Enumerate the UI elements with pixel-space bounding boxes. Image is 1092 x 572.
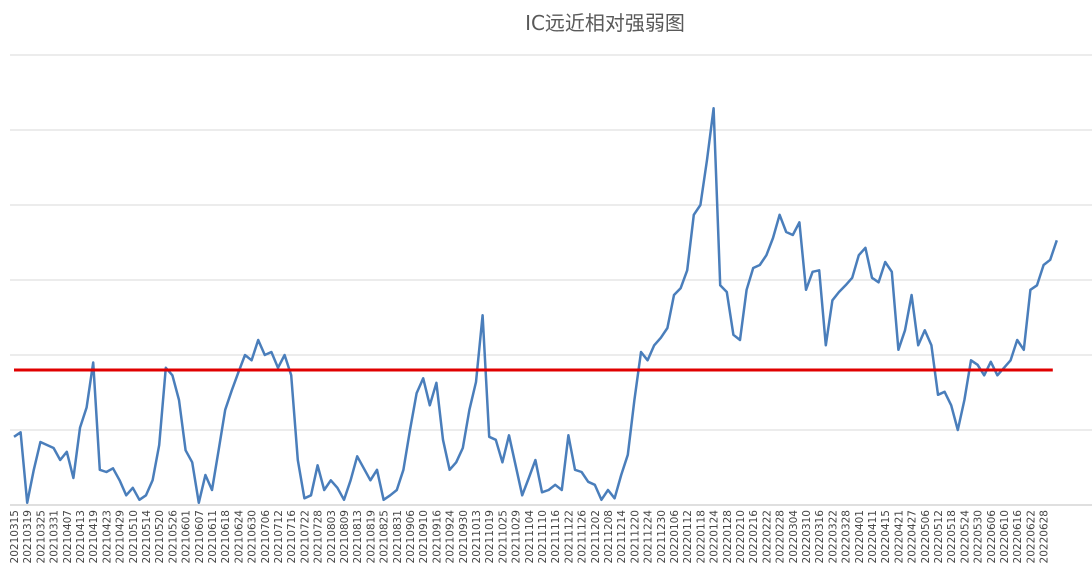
x-tick-label: 20211126	[577, 510, 589, 564]
x-tick-label: 20211025	[497, 510, 509, 563]
x-tick-label: 20210916	[431, 510, 443, 564]
x-tick-label: 20210813	[352, 510, 364, 563]
x-tick-label: 20220210	[735, 510, 747, 563]
x-tick-label: 20211220	[629, 510, 641, 563]
x-tick-label: 20210716	[286, 510, 298, 564]
x-tick-label: 20210419	[88, 510, 100, 563]
x-tick-label: 20210607	[194, 510, 206, 563]
x-tick-label: 20210630	[247, 510, 259, 563]
x-tick-label: 20220304	[788, 510, 800, 564]
x-tick-label: 20220512	[933, 510, 945, 563]
x-tick-label: 20210520	[154, 510, 166, 563]
x-tick-label: 20220124	[709, 510, 721, 564]
x-tick-label: 20220506	[920, 510, 932, 564]
x-tick-label: 20220310	[801, 510, 813, 563]
x-tick-label: 20220427	[907, 510, 919, 563]
x-tick-label: 20220524	[959, 510, 971, 564]
x-tick-label: 20211019	[484, 510, 496, 563]
x-tick-label: 20210315	[9, 510, 21, 563]
x-tick-label: 20220128	[722, 510, 734, 563]
x-tick-label: 20210407	[62, 510, 74, 563]
x-tick-label: 20220530	[973, 510, 985, 563]
x-tick-label: 20211202	[590, 510, 602, 563]
x-tick-label: 20210728	[313, 510, 325, 563]
x-tick-label: 20220328	[841, 510, 853, 563]
x-tick-label: 20210413	[75, 510, 87, 563]
x-tick-label: 20210624	[233, 510, 245, 564]
x-tick-label: 20210526	[167, 510, 179, 564]
x-tick-label: 20210809	[339, 510, 351, 563]
x-tick-label: 20211122	[563, 510, 575, 563]
x-tick-label: 20210819	[365, 510, 377, 563]
x-tick-label: 20220401	[854, 510, 866, 563]
x-tick-label: 20220222	[761, 510, 773, 563]
x-tick-label: 20210601	[181, 510, 193, 563]
x-tick-label: 20210910	[418, 510, 430, 563]
x-tick-label: 20210712	[273, 510, 285, 563]
x-tick-label: 20210722	[299, 510, 311, 563]
x-tick-label: 20220112	[682, 510, 694, 563]
x-tick-label: 20220628	[1039, 510, 1051, 563]
x-tick-label: 20210706	[260, 510, 272, 564]
x-tick-label: 20210325	[35, 510, 47, 563]
x-tick-label: 20211110	[537, 510, 549, 563]
x-tick-label: 20220421	[893, 510, 905, 563]
x-tick-label: 20210906	[405, 510, 417, 564]
x-tick-label: 20210514	[141, 510, 153, 564]
x-tick-label: 20220610	[999, 510, 1011, 563]
data-line	[13, 107, 1058, 505]
x-tick-label: 20220316	[814, 510, 826, 564]
x-tick-label: 20220616	[1012, 510, 1024, 564]
x-tick-label: 20211013	[471, 510, 483, 563]
x-tick-label: 20210825	[379, 510, 391, 563]
x-tick-label: 20211230	[656, 510, 668, 563]
x-tick-label: 20210510	[128, 510, 140, 563]
x-tick-label: 20210611	[207, 510, 219, 563]
x-tick-label: 20211029	[511, 510, 523, 563]
x-tick-label: 20210930	[458, 510, 470, 563]
x-tick-label: 20220606	[986, 510, 998, 564]
x-tick-label: 20211104	[524, 510, 536, 564]
x-tick-label: 20210924	[445, 510, 457, 564]
x-tick-label: 20210319	[22, 510, 34, 563]
x-tick-label: 20211116	[550, 510, 562, 564]
x-tick-label: 20220118	[695, 510, 707, 563]
x-tick-label: 20220216	[748, 510, 760, 564]
x-tick-label: 20220411	[867, 510, 879, 563]
x-tick-label: 20210331	[49, 510, 61, 563]
x-tick-label: 20210429	[115, 510, 127, 563]
x-tick-label: 20210618	[220, 510, 232, 563]
x-tick-label: 20220322	[827, 510, 839, 563]
x-tick-label: 20220415	[880, 510, 892, 563]
x-tick-label: 20211224	[643, 510, 655, 564]
x-tick-label: 20220622	[1025, 510, 1037, 563]
x-tick-label: 20211208	[603, 510, 615, 563]
x-tick-label: 20211214	[616, 510, 628, 564]
x-tick-label: 20210423	[101, 510, 113, 563]
x-tick-label: 20220518	[946, 510, 958, 563]
x-tick-label: 20220106	[669, 510, 681, 564]
x-tick-label: 20220228	[775, 510, 787, 563]
chart-title: IC远近相对强弱图	[525, 11, 685, 35]
x-tick-label: 20210803	[326, 510, 338, 563]
x-tick-label: 20210831	[392, 510, 404, 563]
